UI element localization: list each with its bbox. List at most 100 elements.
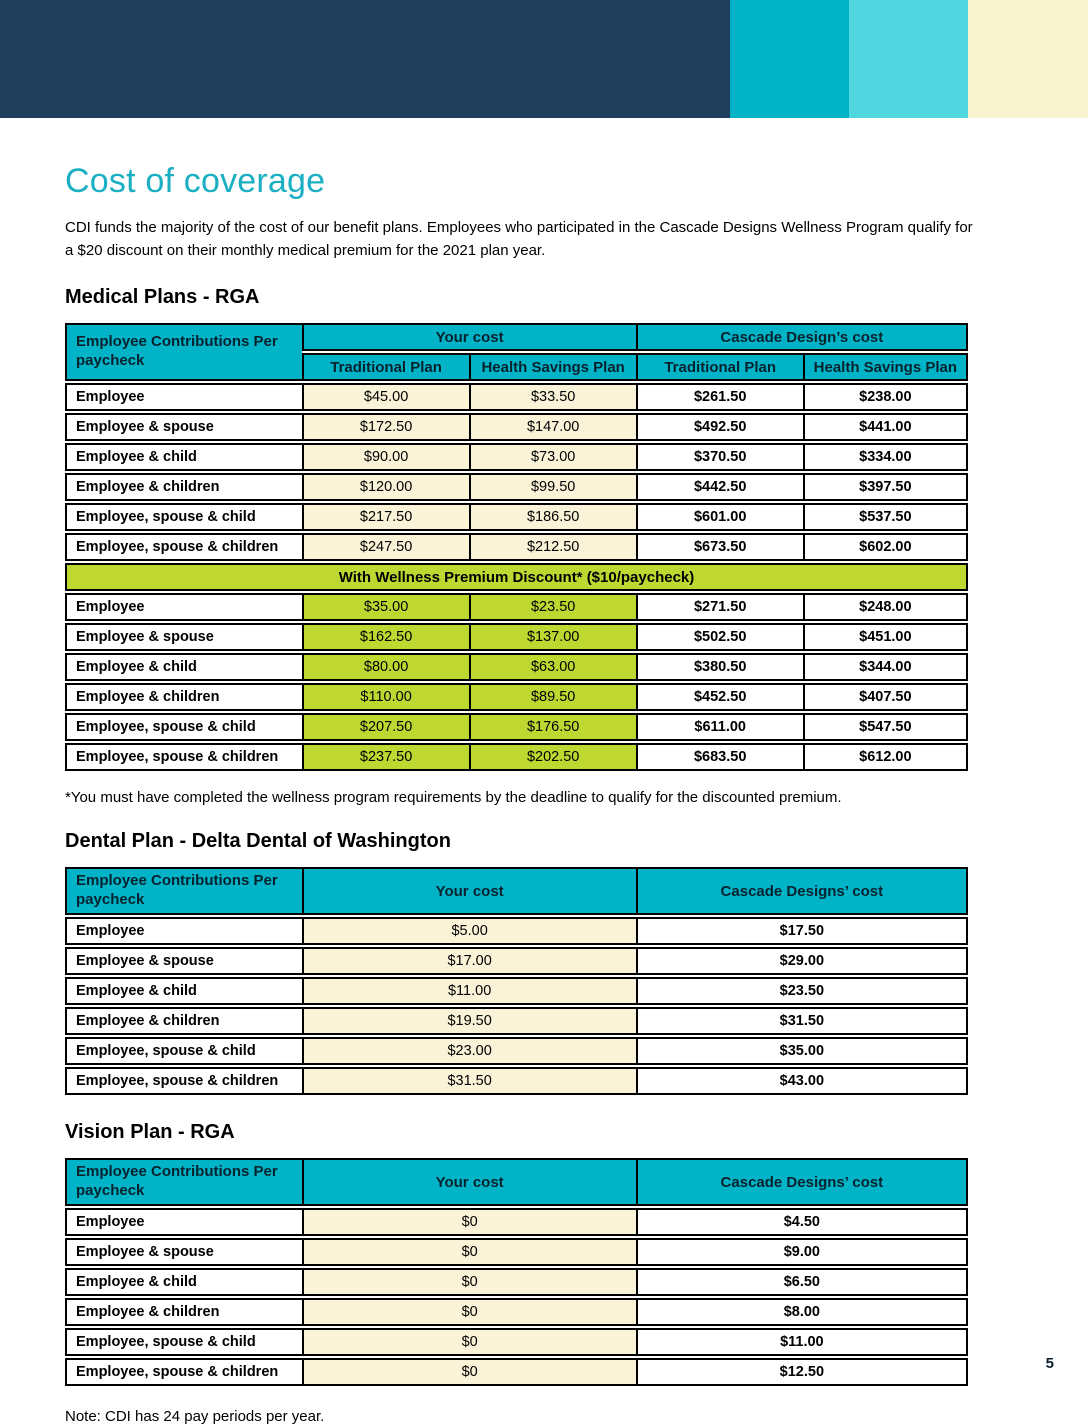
row-label: Employee & children [65,1007,302,1035]
your-cost-value: $17.00 [301,947,636,975]
vision-section-heading: Vision Plan - RGA [65,1121,235,1143]
row-label: Employee & spouse [65,623,302,651]
your-cost-value: $0 [301,1358,636,1386]
cascade-cost-value: $248.00 [802,593,968,621]
wellness-discount-banner: With Wellness Premium Discount* ($10/pay… [65,563,968,591]
your-cost-value: $0 [301,1238,636,1266]
your-cost-value: $110.00 [301,683,469,711]
page-title: Cost of coverage [65,162,326,200]
dental-header-row: Employee Contributions Per paycheck Your… [65,867,968,915]
vision-plan-table: Employee Contributions Per paycheck Your… [65,1156,968,1388]
your-cost-value: $186.50 [468,503,636,531]
cascade-cost-value: $370.50 [635,443,803,471]
cascade-cost-value: $6.50 [635,1268,968,1296]
your-cost-value: $33.50 [468,383,636,411]
cascade-cost-value: $451.00 [802,623,968,651]
medical-subheader-traditional-cascade: Traditional Plan [635,353,803,381]
banner-cream-block [968,0,1088,118]
pay-periods-note: Note: CDI has 24 pay periods per year. [65,1408,325,1425]
table-row: Employee & children $120.00 $99.50 $442.… [65,473,968,501]
cascade-cost-value: $502.50 [635,623,803,651]
your-cost-value: $45.00 [301,383,469,411]
cascade-cost-value: $238.00 [802,383,968,411]
banner-teal-block [730,0,849,118]
cascade-cost-value: $11.00 [635,1328,968,1356]
table-row: Employee & spouse $162.50 $137.00 $502.5… [65,623,968,651]
table-row: Employee & child $11.00 $23.50 [65,977,968,1005]
table-row: Employee $5.00 $17.50 [65,917,968,945]
table-row: Employee & children $19.50 $31.50 [65,1007,968,1035]
row-label: Employee, spouse & child [65,1328,302,1356]
cascade-cost-value: $8.00 [635,1298,968,1326]
cascade-cost-value: $43.00 [635,1067,968,1095]
row-label: Employee & child [65,443,302,471]
cascade-cost-value: $442.50 [635,473,803,501]
table-row: Employee, spouse & child $0 $11.00 [65,1328,968,1356]
your-cost-value: $217.50 [301,503,469,531]
your-cost-value: $63.00 [468,653,636,681]
wellness-banner-row: With Wellness Premium Discount* ($10/pay… [65,563,968,591]
your-cost-value: $90.00 [301,443,469,471]
row-label: Employee & child [65,977,302,1005]
row-label: Employee, spouse & children [65,1067,302,1095]
cascade-cost-value: $452.50 [635,683,803,711]
row-label: Employee [65,917,302,945]
medical-plans-table: Employee Contributions Per paycheck Your… [65,321,968,773]
row-label: Employee [65,383,302,411]
row-label: Employee & children [65,683,302,711]
cascade-cost-value: $31.50 [635,1007,968,1035]
your-cost-value: $19.50 [301,1007,636,1035]
dental-your-cost-header: Your cost [301,867,636,915]
table-row: Employee, spouse & children $247.50 $212… [65,533,968,561]
your-cost-value: $31.50 [301,1067,636,1095]
row-label: Employee, spouse & children [65,743,302,771]
row-label: Employee, spouse & child [65,713,302,741]
table-row: Employee & spouse $0 $9.00 [65,1238,968,1266]
table-row: Employee & spouse $17.00 $29.00 [65,947,968,975]
your-cost-value: $237.50 [301,743,469,771]
row-label: Employee, spouse & children [65,1358,302,1386]
medical-subheader-hsp-your: Health Savings Plan [468,353,636,381]
your-cost-value: $0 [301,1298,636,1326]
dental-plan-table: Employee Contributions Per paycheck Your… [65,865,968,1097]
your-cost-value: $137.00 [468,623,636,651]
table-row: Employee, spouse & child $217.50 $186.50… [65,503,968,531]
your-cost-value: $162.50 [301,623,469,651]
vision-cascade-cost-header: Cascade Designs’ cost [635,1158,968,1206]
cascade-cost-value: $441.00 [802,413,968,441]
your-cost-value: $11.00 [301,977,636,1005]
row-label: Employee, spouse & child [65,503,302,531]
medical-subheader-hsp-cascade: Health Savings Plan [802,353,968,381]
cascade-cost-value: $4.50 [635,1208,968,1236]
your-cost-value: $35.00 [301,593,469,621]
table-row: Employee & child $80.00 $63.00 $380.50 $… [65,653,968,681]
table-row: Employee & children $110.00 $89.50 $452.… [65,683,968,711]
your-cost-value: $172.50 [301,413,469,441]
row-label: Employee & spouse [65,1238,302,1266]
banner-light-teal-block [849,0,968,118]
table-row: Employee & child $90.00 $73.00 $370.50 $… [65,443,968,471]
vision-header-row: Employee Contributions Per paycheck Your… [65,1158,968,1206]
dental-section-heading: Dental Plan - Delta Dental of Washington [65,830,451,852]
cascade-cost-value: $537.50 [802,503,968,531]
your-cost-value: $247.50 [301,533,469,561]
vision-your-cost-header: Your cost [301,1158,636,1206]
cascade-cost-value: $261.50 [635,383,803,411]
table-row: Employee, spouse & child $207.50 $176.50… [65,713,968,741]
page-number: 5 [1045,1355,1054,1372]
row-label: Employee, spouse & child [65,1037,302,1065]
your-cost-value: $207.50 [301,713,469,741]
table-row: Employee & spouse $172.50 $147.00 $492.5… [65,413,968,441]
wellness-footnote: *You must have completed the wellness pr… [65,789,842,806]
table-row: Employee & child $0 $6.50 [65,1268,968,1296]
table-row: Employee, spouse & child $23.00 $35.00 [65,1037,968,1065]
row-label: Employee [65,593,302,621]
your-cost-value: $0 [301,1268,636,1296]
page-content: Cost of coverage CDI funds the majority … [0,162,1088,1425]
table-row: Employee, spouse & children $0 $12.50 [65,1358,968,1386]
your-cost-value: $73.00 [468,443,636,471]
dental-cascade-cost-header: Cascade Designs’ cost [635,867,968,915]
your-cost-value: $23.00 [301,1037,636,1065]
medical-header-row-1: Employee Contributions Per paycheck Your… [65,323,968,381]
row-label: Employee & child [65,653,302,681]
